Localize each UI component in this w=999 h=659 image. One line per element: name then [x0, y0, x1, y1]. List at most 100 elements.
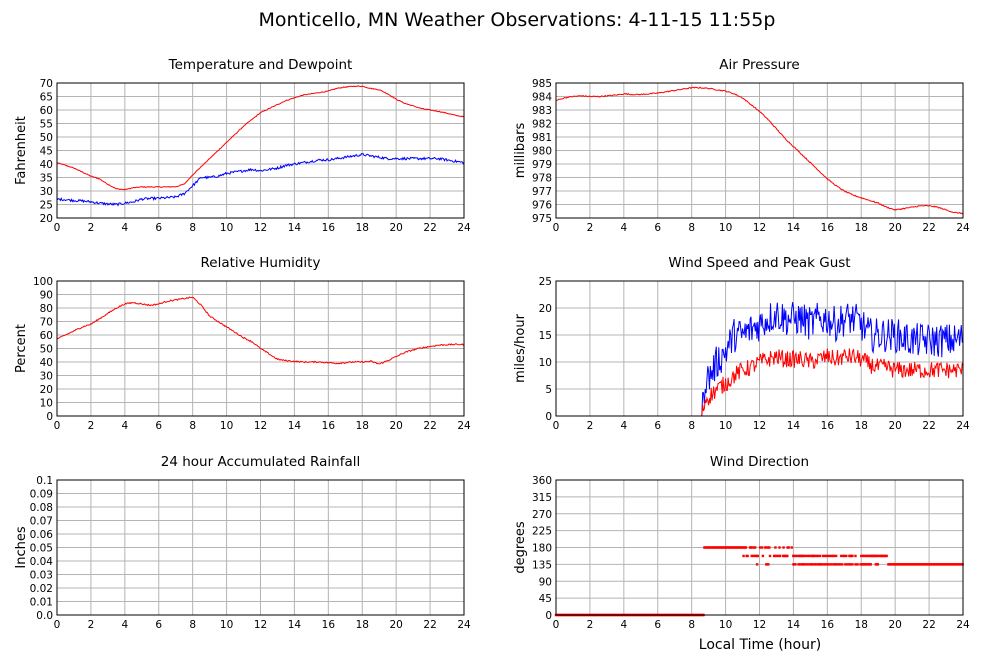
- x-tick-label: 14: [288, 222, 302, 234]
- wind-direction-point: [804, 554, 807, 558]
- wind-direction-point: [851, 554, 854, 558]
- x-tick-label: 0: [553, 222, 560, 234]
- y-tick-label: 977: [532, 186, 552, 198]
- x-tick-label: 10: [220, 420, 233, 432]
- y-axis-label: miles/hour: [513, 313, 528, 382]
- x-tick-label: 8: [688, 420, 695, 432]
- y-tick-label: 0.08: [30, 502, 53, 514]
- x-tick-label: 0: [54, 420, 61, 432]
- y-tick-label: 60: [40, 105, 53, 117]
- x-tick-label: 20: [888, 619, 901, 631]
- wind-direction-point: [839, 563, 842, 566]
- wind-direction-point: [758, 546, 762, 549]
- wind-direction-point: [755, 563, 759, 566]
- wind-direction-point: [786, 554, 789, 558]
- x-tick-label: 18: [855, 222, 868, 234]
- wind-direction-point: [826, 563, 830, 566]
- x-tick-label: 22: [922, 222, 935, 234]
- x-tick-label: 8: [688, 619, 695, 631]
- y-tick-label: 0: [46, 411, 53, 423]
- x-tick-label: 22: [922, 619, 935, 631]
- y-tick-label: 982: [532, 119, 552, 131]
- y-tick-label: 40: [40, 159, 53, 171]
- x-tick-label: 4: [620, 222, 627, 234]
- x-tick-label: 14: [288, 619, 302, 631]
- wind-direction-point: [746, 554, 749, 558]
- wind-direction-point: [808, 554, 811, 558]
- y-tick-label: 225: [532, 526, 552, 538]
- x-tick-label: 14: [787, 619, 801, 631]
- wind-direction-point: [752, 554, 755, 558]
- x-tick-label: 16: [322, 420, 336, 432]
- wind-direction-point: [876, 563, 880, 566]
- x-tick-label: 24: [457, 420, 471, 432]
- y-axis-label: Inches: [14, 526, 29, 568]
- x-tick-label: 20: [389, 222, 402, 234]
- x-tick-label: 18: [356, 420, 369, 432]
- y-tick-label: 360: [532, 475, 552, 487]
- y-tick-label: 180: [532, 543, 552, 555]
- wind-direction-point: [821, 554, 825, 558]
- x-tick-label: 2: [88, 619, 95, 631]
- x-tick-label: 18: [356, 619, 369, 631]
- wind-direction-point: [761, 546, 764, 549]
- x-tick-label: 22: [922, 420, 935, 432]
- y-tick-label: 984: [532, 92, 552, 104]
- y-tick-label: 979: [532, 159, 552, 171]
- y-tick-label: 315: [532, 492, 552, 504]
- x-tick-label: 2: [88, 420, 95, 432]
- x-tick-label: 10: [719, 619, 732, 631]
- wind-direction-point: [742, 554, 745, 558]
- y-axis-label: millibars: [513, 123, 528, 179]
- wind-direction-point: [814, 563, 818, 566]
- wind-direction-point: [756, 554, 760, 558]
- x-tick-label: 10: [719, 420, 732, 432]
- wind-direction-point: [794, 563, 797, 566]
- y-tick-label: 35: [40, 173, 53, 185]
- y-tick-label: 45: [539, 593, 552, 605]
- wind-direction-point: [823, 554, 827, 558]
- wind-direction-point: [820, 563, 824, 566]
- wind-direction-point: [849, 563, 852, 566]
- wind-direction-point: [851, 563, 854, 566]
- figure-title: Monticello, MN Weather Observations: 4-1…: [259, 9, 776, 31]
- x-tick-label: 4: [620, 420, 627, 432]
- chart-title: 24 hour Accumulated Rainfall: [161, 454, 360, 470]
- y-tick-label: 0.03: [30, 570, 53, 582]
- y-tick-label: 0.09: [30, 489, 53, 501]
- x-tick-label: 12: [753, 222, 766, 234]
- y-tick-label: 985: [532, 78, 552, 90]
- y-tick-label: 0.0: [36, 610, 53, 622]
- x-tick-label: 12: [254, 619, 267, 631]
- y-tick-label: 0.06: [30, 529, 54, 541]
- y-tick-label: 0.07: [30, 516, 53, 528]
- x-tick-label: 20: [389, 420, 402, 432]
- y-tick-label: 975: [532, 213, 552, 225]
- figure-xlabel: Local Time (hour): [699, 637, 821, 653]
- x-tick-label: 24: [956, 420, 970, 432]
- wind-direction-point: [866, 554, 869, 558]
- wind-direction-point: [846, 563, 849, 566]
- wind-direction-point: [813, 554, 816, 558]
- y-tick-label: 978: [532, 173, 552, 185]
- x-tick-label: 8: [189, 222, 196, 234]
- y-tick-label: 980: [532, 146, 552, 158]
- x-tick-label: 10: [220, 222, 233, 234]
- y-tick-label: 976: [532, 200, 552, 212]
- wind-direction-point: [805, 563, 808, 566]
- wind-direction-point: [750, 554, 753, 558]
- y-tick-label: 30: [40, 371, 53, 383]
- plot-frame: [555, 479, 964, 616]
- y-tick-label: 20: [40, 384, 53, 396]
- x-tick-label: 22: [423, 420, 436, 432]
- wind-direction-point: [807, 563, 810, 566]
- x-tick-label: 16: [322, 222, 336, 234]
- x-tick-label: 0: [54, 619, 61, 631]
- wind-direction-point: [768, 554, 772, 558]
- y-tick-label: 20: [40, 213, 53, 225]
- plot-frame: [56, 280, 465, 417]
- x-tick-label: 2: [587, 222, 594, 234]
- x-tick-label: 22: [423, 222, 436, 234]
